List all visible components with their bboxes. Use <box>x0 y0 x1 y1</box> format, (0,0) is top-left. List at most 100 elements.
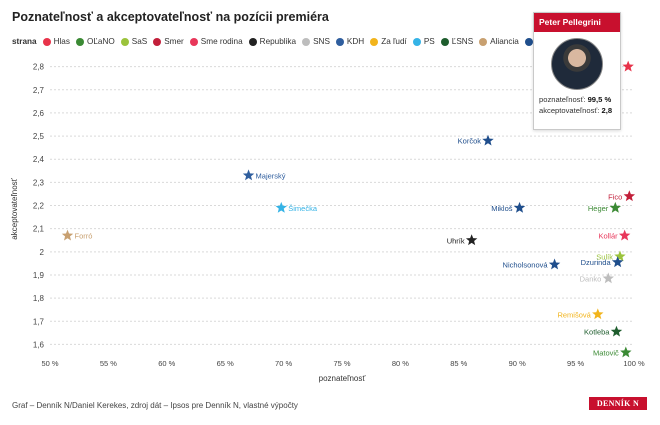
legend-item-label: OĽaNO <box>86 37 115 46</box>
data-point-label: Šimečka <box>288 204 318 213</box>
legend-item[interactable]: PS <box>412 37 435 46</box>
data-point-label: Remišová <box>557 310 591 319</box>
y-tick-label: 1,8 <box>33 294 45 303</box>
x-axis-title: poznateľnosť <box>319 374 367 383</box>
legend-dot <box>524 37 533 46</box>
data-point-label: Majerský <box>256 171 286 180</box>
data-point-star <box>623 190 636 202</box>
data-point-label: Uhrík <box>447 236 465 245</box>
y-tick-label: 1,7 <box>33 317 45 326</box>
data-point-label: Matovič <box>593 349 619 358</box>
tooltip-name: Peter Pellegrini <box>534 13 620 32</box>
tooltip-row-acceptability: akceptovateľnosť: 2,8 <box>534 105 620 116</box>
x-tick-label: 60 % <box>158 359 175 368</box>
tooltip-awareness-label: poznateľnosť: <box>539 95 586 104</box>
legend-item[interactable]: Hlas <box>42 37 70 46</box>
data-point-star <box>513 201 526 213</box>
legend-item[interactable]: ĽSNS <box>440 37 474 46</box>
legend-item[interactable]: SaS <box>120 37 148 46</box>
legend-item[interactable]: Smer <box>153 37 184 46</box>
data-point-star <box>614 250 626 262</box>
y-tick-label: 2,3 <box>33 178 45 187</box>
x-tick-label: 85 % <box>450 359 467 368</box>
y-tick-label: 2,5 <box>33 132 45 141</box>
legend-item[interactable]: Aliancia <box>479 37 519 46</box>
legend-dot <box>120 37 129 46</box>
y-tick-label: 2,2 <box>33 202 45 211</box>
legend-dot <box>479 37 488 46</box>
y-tick-label: 2,1 <box>33 225 45 234</box>
legend-item[interactable]: Za ľudí <box>370 37 407 46</box>
legend-item-label: KDH <box>346 37 365 46</box>
data-point-star <box>592 308 604 320</box>
legend-item-label: Za ľudí <box>381 37 407 46</box>
data-point-label: Mikloš <box>491 204 513 213</box>
legend-item[interactable]: OĽaNO <box>75 37 115 46</box>
y-tick-label: 2,7 <box>33 86 45 95</box>
data-point-star <box>548 258 561 270</box>
legend-item-label: Aliancia <box>490 37 519 46</box>
legend-item-label: ĽSNS <box>451 37 474 46</box>
data-point-star <box>465 234 478 246</box>
data-point-label: Danko <box>580 274 602 283</box>
legend-label: strana <box>12 37 37 46</box>
data-point-star <box>242 169 255 181</box>
y-axis-title: akceptovateľnosť <box>10 177 19 239</box>
legend-item-label: PS <box>423 37 435 46</box>
tooltip-row-awareness: poznateľnosť: 99,5 % <box>534 94 620 105</box>
data-point-star <box>618 229 631 241</box>
data-point-label: Heger <box>588 204 609 213</box>
x-tick-label: 50 % <box>41 359 58 368</box>
legend-item[interactable]: KDH <box>335 37 365 46</box>
legend-item-label: Smer <box>164 37 184 46</box>
y-tick-label: 2,4 <box>33 155 45 164</box>
legend-dot <box>189 37 198 46</box>
data-point-star <box>275 201 287 213</box>
legend-dot <box>370 37 379 46</box>
data-point-star <box>610 325 623 337</box>
legend-dot <box>302 37 311 46</box>
legend-item[interactable]: Sme rodina <box>189 37 243 46</box>
legend-dot <box>75 37 84 46</box>
portrait-photo <box>551 38 603 90</box>
data-point-label: Kotleba <box>584 328 610 337</box>
legend-item-label: SaS <box>131 37 148 46</box>
legend-item[interactable]: Republika <box>248 37 297 46</box>
data-point-star <box>620 346 632 358</box>
data-point-star <box>609 201 622 213</box>
tooltip-awareness-value: 99,5 % <box>587 95 612 104</box>
x-tick-label: 75 % <box>333 359 350 368</box>
x-tick-label: 65 % <box>217 359 234 368</box>
legend-dot <box>248 37 257 46</box>
data-point-star <box>611 256 624 268</box>
y-tick-label: 1,9 <box>33 271 45 280</box>
source-footer: Graf – Denník N/Daniel Kerekes, zdroj dá… <box>12 401 298 410</box>
data-point-star <box>622 60 634 72</box>
y-tick-label: 2 <box>40 248 45 257</box>
legend-dot <box>335 37 344 46</box>
y-tick-label: 1,6 <box>33 340 45 349</box>
x-tick-label: 90 % <box>509 359 526 368</box>
data-point-label: Nicholsonová <box>503 261 549 270</box>
dennik-n-logo[interactable]: DENNÍK N <box>589 397 647 410</box>
data-point-label: Korčok <box>458 137 482 146</box>
y-tick-label: 2,6 <box>33 109 45 118</box>
y-tick-label: 2,8 <box>33 63 45 72</box>
data-point-label: Kollár <box>598 232 618 241</box>
tooltip-acceptability-label: akceptovateľnosť: <box>539 106 600 115</box>
data-point-star <box>602 272 615 284</box>
data-point-star <box>61 229 74 241</box>
legend-dot <box>440 37 449 46</box>
tooltip: Peter Pellegrini poznateľnosť: 99,5 % ak… <box>533 12 621 130</box>
data-point-label: Sulík <box>596 252 613 261</box>
legend-item[interactable]: SNS <box>302 37 330 46</box>
x-tick-label: 70 % <box>275 359 292 368</box>
data-point-label: Fico <box>608 192 622 201</box>
x-tick-label: 100 % <box>623 359 645 368</box>
legend-item-label: Republika <box>259 37 297 46</box>
x-tick-label: 55 % <box>100 359 117 368</box>
x-tick-label: 80 % <box>392 359 409 368</box>
legend-dot <box>42 37 51 46</box>
chart-title: Poznateľnosť a akceptovateľnosť na pozíc… <box>12 10 329 24</box>
